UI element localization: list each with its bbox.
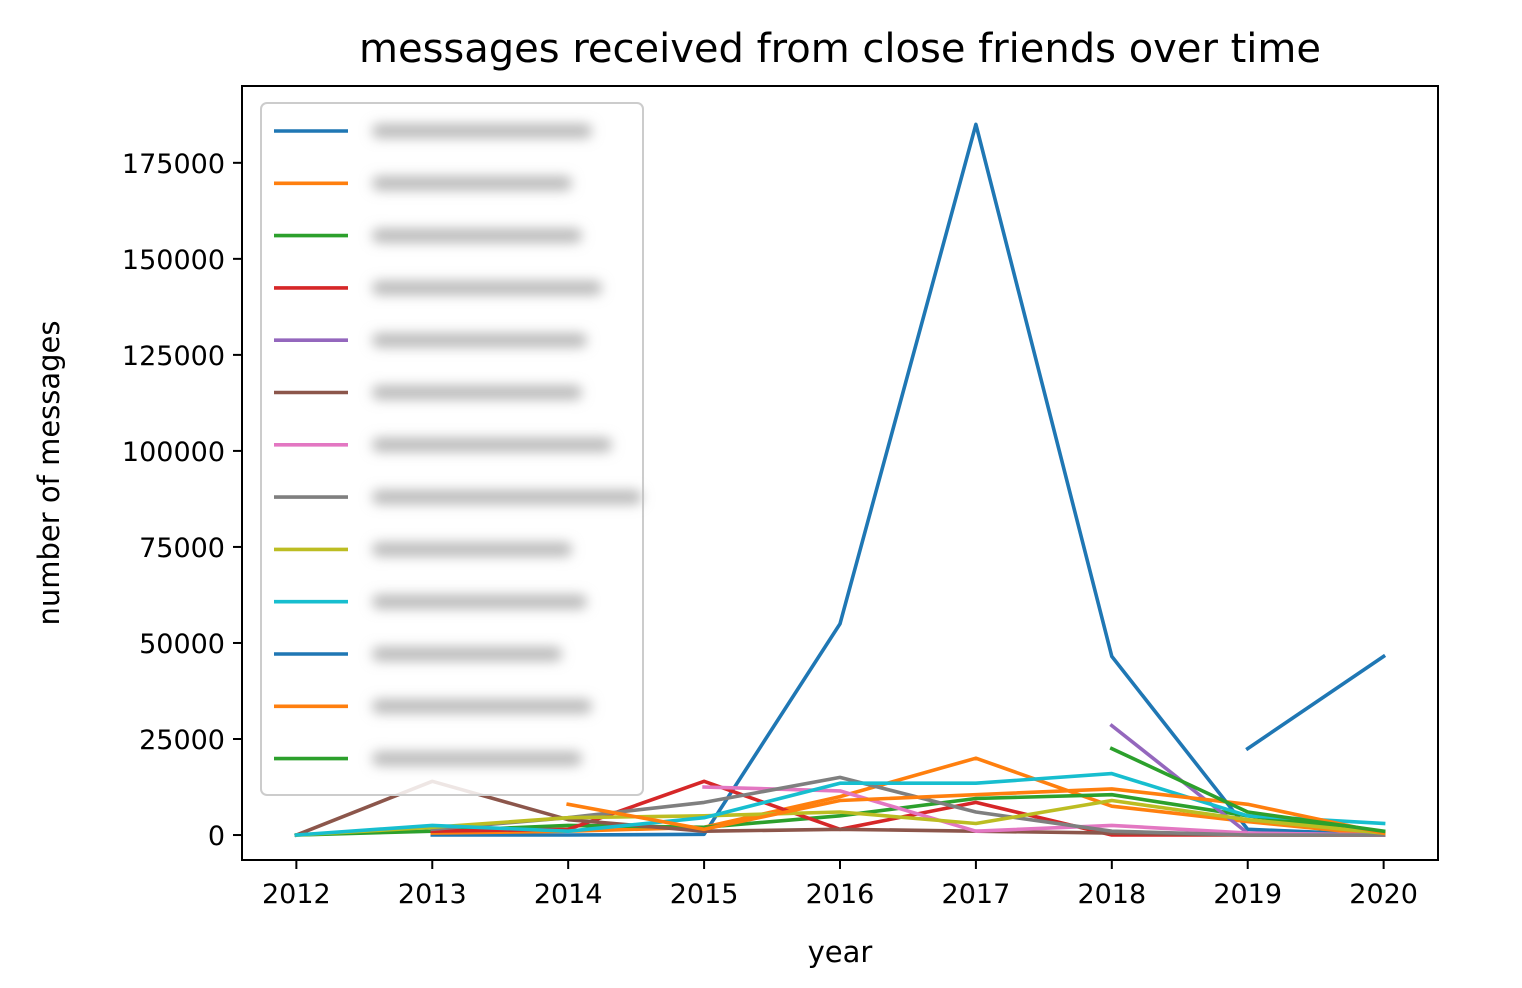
y-axis: 0 25000 50000 75000 100000 125000 150000 175000 <box>122 149 242 852</box>
series-line-9 <box>294 798 1386 837</box>
y-tick-label: 75000 <box>139 533 225 564</box>
legend-redacted-name-7 <box>372 437 612 452</box>
x-tick-label: 2014 <box>534 879 603 910</box>
x-tick-label: 2017 <box>942 879 1011 910</box>
y-tick-label: 50000 <box>139 629 225 660</box>
x-tick-label: 2015 <box>670 879 739 910</box>
y-tick-label: 100000 <box>122 437 225 468</box>
legend-redacted-name-12 <box>372 699 592 714</box>
x-axis-label: year <box>808 935 873 969</box>
legend-redacted-name-2 <box>372 176 572 191</box>
legend <box>260 102 644 796</box>
series-line-13 <box>1109 746 1386 834</box>
x-axis: 2012 2013 2014 2015 2016 2017 2018 2019 2020 <box>262 860 1418 910</box>
legend-redacted-name-1 <box>372 124 592 138</box>
y-tick-label: 125000 <box>122 341 225 372</box>
legend-redacted-name-6 <box>372 385 582 400</box>
x-tick-label: 2016 <box>806 879 875 910</box>
y-axis-label: number of messages <box>32 320 66 625</box>
x-tick-label: 2012 <box>262 879 331 910</box>
legend-redacted-name-9 <box>372 542 572 557</box>
chart-title: messages received from close friends ove… <box>359 26 1321 72</box>
series-line-11 <box>1245 653 1387 752</box>
y-tick-label: 0 <box>208 821 225 852</box>
series-line-12 <box>566 787 1386 836</box>
legend-redacted-name-4 <box>372 280 602 295</box>
legend-redacted-name-11 <box>372 647 562 661</box>
y-tick-label: 150000 <box>122 245 225 276</box>
y-tick-label: 25000 <box>139 725 225 756</box>
legend-redacted-name-13 <box>372 751 582 766</box>
legend-redacted-name-10 <box>372 594 587 609</box>
x-tick-label: 2013 <box>398 879 467 910</box>
legend-redacted-name-5 <box>372 333 587 348</box>
series-line-8 <box>430 775 1386 837</box>
legend-redacted-name-8 <box>372 490 642 505</box>
x-tick-label: 2018 <box>1077 879 1146 910</box>
plot-frame <box>241 85 1439 861</box>
y-tick-label: 175000 <box>122 149 225 180</box>
series-line-10 <box>294 771 1386 837</box>
x-tick-label: 2019 <box>1213 879 1282 910</box>
legend-redacted-name-3 <box>372 228 582 243</box>
x-tick-label: 2020 <box>1349 879 1418 910</box>
